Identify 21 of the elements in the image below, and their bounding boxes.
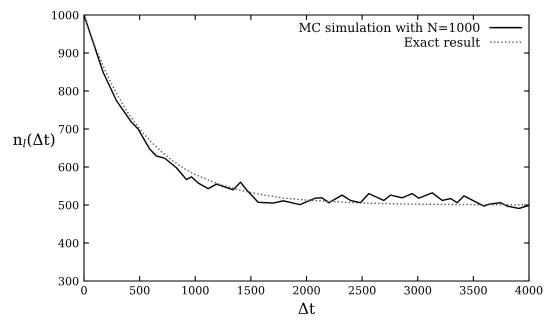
x-tick-label: 3000: [404, 286, 432, 294]
x-tick-label: 1500: [238, 286, 264, 294]
y-tick-label: 300: [58, 276, 78, 286]
x-tick-label: 2000: [293, 286, 320, 294]
x-tick-label: 1000: [182, 286, 209, 294]
x-axis-title: Δt: [298, 302, 315, 314]
x-tick-label: 500: [130, 286, 150, 294]
y-tick-label: 500: [58, 200, 78, 210]
y-tick-label: 1000: [52, 10, 78, 20]
y-axis-title: n$_{l}$(Δt): [13, 133, 54, 148]
y-tick-label: 700: [58, 124, 78, 134]
y-tick-label: 800: [58, 86, 78, 96]
legend-label: Exact result: [404, 37, 480, 47]
x-tick-label: 0: [81, 286, 87, 294]
y-tick-label: 400: [58, 238, 78, 248]
x-tick-label: 3500: [460, 286, 487, 294]
legend-label: MC simulation with N=1000: [299, 22, 480, 32]
x-tick-label: 2500: [348, 286, 376, 294]
y-tick-label: 600: [58, 162, 78, 172]
y-tick-label: 900: [58, 48, 78, 58]
x-tick-label: 4000: [515, 286, 542, 294]
